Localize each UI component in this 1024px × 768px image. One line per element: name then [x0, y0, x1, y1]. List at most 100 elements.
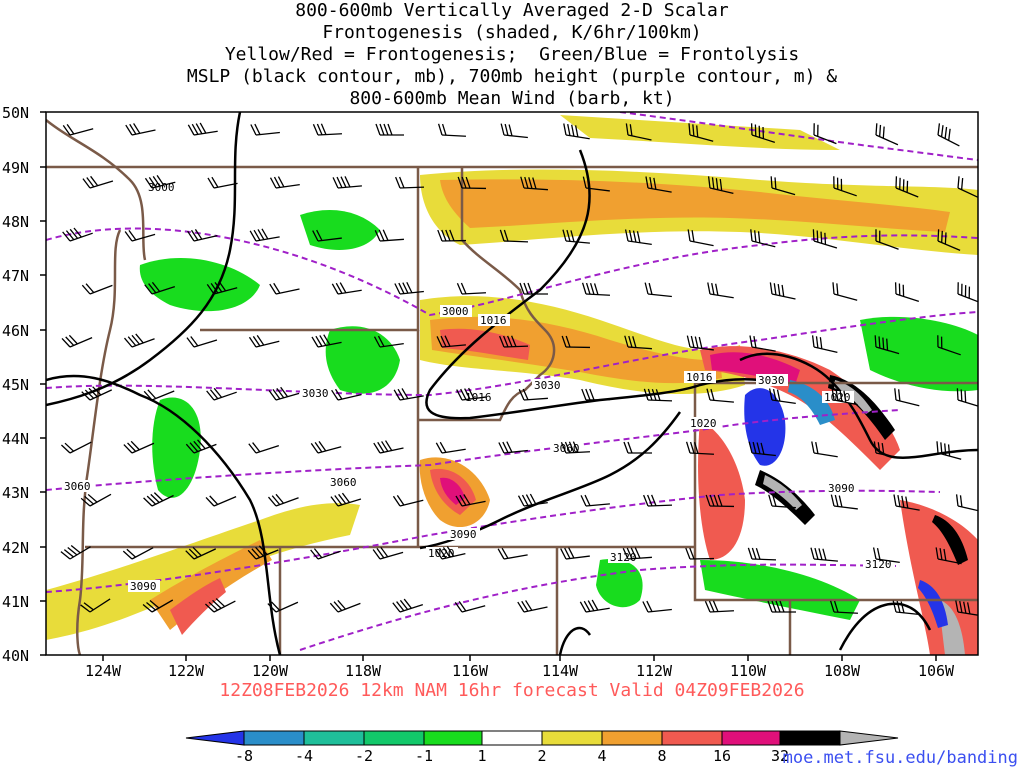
wind-barb [435, 546, 466, 560]
wind-barb [560, 441, 591, 454]
wind-barb [704, 600, 735, 613]
wind-barb [645, 176, 672, 193]
wind-barb [686, 335, 714, 351]
wind-barb [331, 282, 362, 295]
wind-barb [956, 388, 978, 408]
wind-barb [392, 598, 424, 613]
wind-barb [269, 176, 300, 189]
wind-barb [874, 335, 900, 355]
shade-green-or-2 [152, 397, 201, 498]
wind-barb [895, 176, 919, 198]
wind-barb [625, 123, 652, 141]
wind-barb [833, 176, 857, 197]
wind-barb [144, 281, 176, 295]
shade-green-ut-2 [700, 560, 860, 620]
wind-barb [707, 176, 734, 195]
wind-barb [811, 335, 838, 354]
label-bg [826, 482, 858, 494]
wind-barb [894, 282, 920, 303]
wind-barb [622, 547, 652, 560]
wind-barb [144, 175, 176, 189]
mslp-contour-s [558, 626, 592, 655]
mslp-label: 1020 [428, 547, 455, 560]
lon-label: 106W [918, 662, 955, 680]
colorbar-label: 16 [713, 747, 731, 765]
wind-barb [563, 123, 590, 140]
wind-barb [748, 441, 776, 457]
wind-barb [373, 440, 404, 454]
label-bg [684, 371, 716, 383]
wind-barb [705, 494, 735, 508]
lat-label: 42N [2, 539, 29, 557]
wind-barb [62, 124, 94, 136]
wind-barb [374, 229, 404, 242]
wind-barb [893, 494, 920, 511]
label-bg [300, 387, 332, 399]
mslp-label: 1016 [686, 371, 713, 384]
wind-barb [957, 282, 978, 304]
label-bg [62, 480, 94, 492]
colorbar-labels: -8 -4 -2 -1 1 2 4 8 16 32 [235, 747, 789, 765]
wind-barb [247, 545, 279, 560]
wind-barb [123, 440, 155, 454]
wind-barb [517, 600, 548, 613]
wind-barb [582, 176, 610, 192]
wind-barb [497, 547, 528, 560]
wind-barb [206, 280, 238, 295]
wind-barb [561, 335, 591, 349]
wind-barb [269, 282, 300, 295]
shade-ut-red-1 [698, 420, 745, 560]
lat-labels: 50N 49N 48N 47N 46N 45N 44N 43N 42N 41N … [2, 104, 29, 665]
wind-barb [810, 547, 838, 562]
axis-ticks [40, 111, 937, 661]
state-borders [46, 119, 978, 655]
shade-central-red [440, 328, 530, 360]
wind-barb [204, 598, 236, 613]
wind-barb [872, 547, 900, 563]
label-bg [440, 305, 472, 317]
wind-barb [456, 282, 487, 295]
wind-barb [454, 601, 486, 613]
colorbar-swatch [661, 730, 723, 746]
wind-barb [437, 229, 467, 242]
wind-barb [894, 388, 920, 407]
wind-barb [393, 388, 424, 401]
wind-barb [187, 229, 218, 242]
height-contour-3090 [46, 489, 941, 593]
colorbar-swatch [541, 730, 603, 746]
coastline [76, 229, 122, 655]
wind-barb [623, 441, 652, 454]
wind-barb [312, 229, 342, 242]
wind-barb [768, 388, 796, 404]
shade-green-wa-2 [300, 210, 380, 250]
shade-green-wy-1 [860, 316, 978, 392]
colorbar-label: 32 [771, 747, 789, 765]
height-label: 3090 [828, 482, 855, 495]
lat-label: 49N [2, 159, 29, 177]
wind-barb [892, 600, 920, 616]
wind-barb [875, 123, 899, 146]
wind-barb [186, 336, 218, 348]
height-label: 3120 [610, 551, 637, 564]
shade-green-wa-1 [139, 257, 260, 312]
lon-label: 110W [730, 662, 767, 680]
wind-barb [125, 123, 156, 136]
label-bg [688, 417, 720, 429]
title-line-3: Yellow/Red = Frontogenesis; Green/Blue =… [224, 44, 800, 65]
credit-link[interactable]: moe.met.fsu.edu/banding [782, 748, 1018, 768]
wind-barb [769, 282, 796, 300]
height-contour-3060 [46, 409, 901, 491]
wind-barb [687, 229, 714, 247]
lon-label: 112W [636, 662, 673, 680]
wind-barb [395, 176, 425, 189]
colorbar-label: -2 [355, 747, 373, 765]
wind-barb [248, 442, 280, 454]
height-label: 3030 [758, 374, 785, 387]
wind-barb [143, 389, 175, 401]
lat-label: 48N [2, 213, 29, 231]
wind-barb [329, 599, 361, 613]
lat-label: 50N [2, 104, 29, 122]
shade-co-gray-1 [940, 600, 965, 655]
wind-barb [185, 439, 217, 454]
colorbar-label: -4 [295, 747, 313, 765]
